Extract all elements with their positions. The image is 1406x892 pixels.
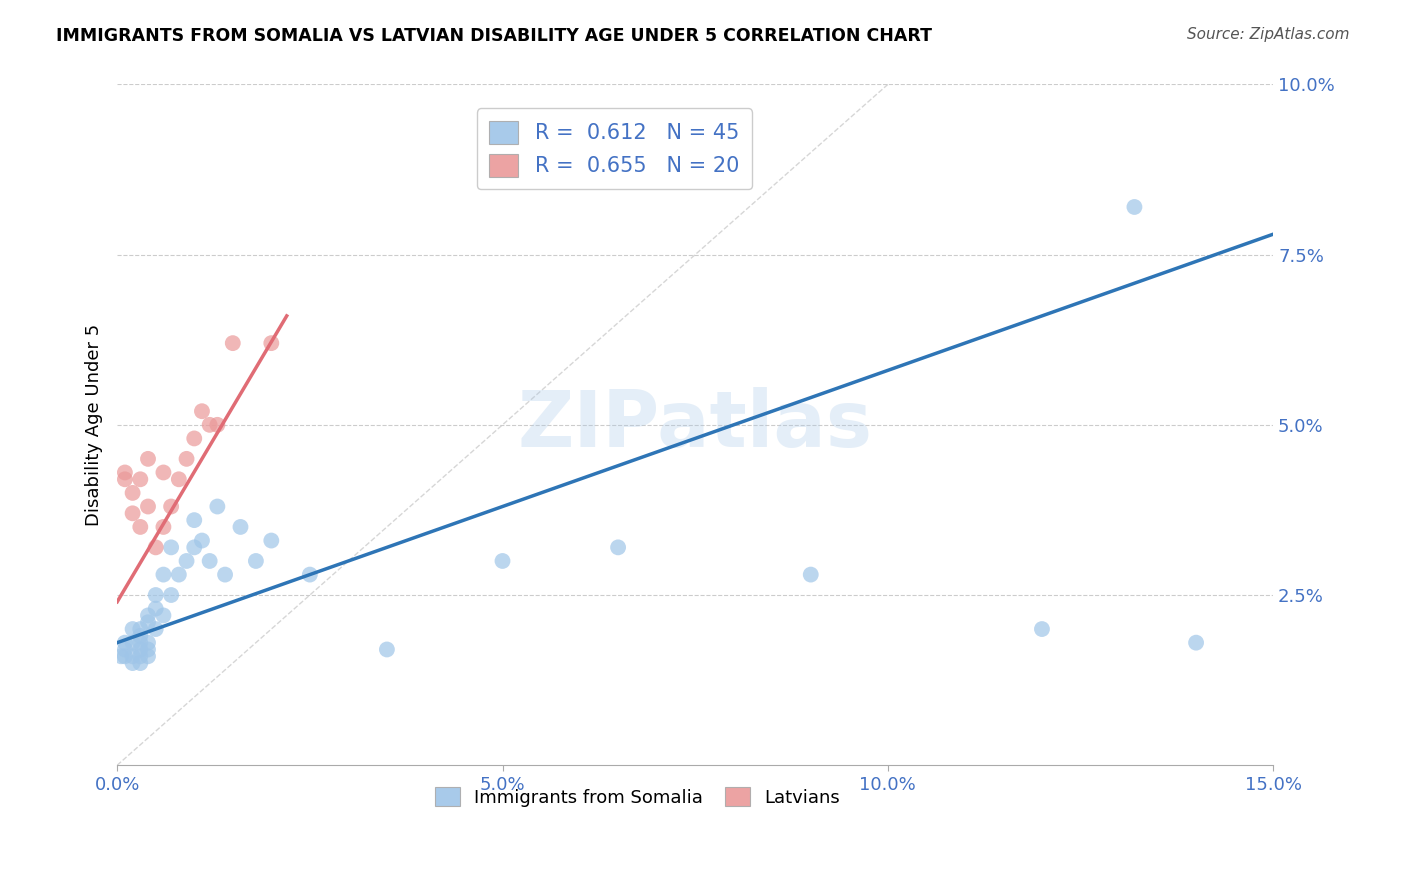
Point — [136, 649, 159, 664]
Point — [375, 642, 398, 657]
Point — [160, 500, 183, 514]
Point — [160, 541, 183, 555]
Point — [129, 656, 152, 670]
Point — [145, 601, 167, 615]
Point — [167, 472, 190, 486]
Point — [183, 432, 205, 446]
Point — [607, 541, 630, 555]
Point — [136, 500, 159, 514]
Point — [136, 615, 159, 630]
Point — [129, 642, 152, 657]
Point — [207, 417, 229, 432]
Point — [110, 649, 132, 664]
Point — [114, 466, 136, 480]
Point — [260, 533, 283, 548]
Point — [129, 472, 152, 486]
Point — [1185, 635, 1208, 649]
Point — [198, 417, 221, 432]
Legend: Immigrants from Somalia, Latvians: Immigrants from Somalia, Latvians — [427, 780, 848, 814]
Point — [152, 520, 174, 534]
Point — [136, 451, 159, 466]
Point — [121, 656, 143, 670]
Point — [129, 635, 152, 649]
Point — [207, 500, 229, 514]
Point — [136, 642, 159, 657]
Point — [152, 466, 174, 480]
Point — [114, 635, 136, 649]
Point — [129, 649, 152, 664]
Point — [152, 567, 174, 582]
Point — [1123, 200, 1146, 214]
Point — [152, 608, 174, 623]
Point — [167, 567, 190, 582]
Point — [176, 554, 198, 568]
Point — [191, 404, 214, 418]
Point — [176, 451, 198, 466]
Point — [160, 588, 183, 602]
Point — [229, 520, 252, 534]
Point — [145, 622, 167, 636]
Point — [800, 567, 823, 582]
Point — [121, 649, 143, 664]
Point — [198, 554, 221, 568]
Point — [214, 567, 236, 582]
Point — [114, 472, 136, 486]
Point — [129, 520, 152, 534]
Point — [136, 608, 159, 623]
Point — [121, 635, 143, 649]
Point — [136, 635, 159, 649]
Point — [491, 554, 513, 568]
Point — [1031, 622, 1053, 636]
Point — [191, 533, 214, 548]
Point — [129, 622, 152, 636]
Point — [260, 336, 283, 351]
Point — [121, 486, 143, 500]
Text: IMMIGRANTS FROM SOMALIA VS LATVIAN DISABILITY AGE UNDER 5 CORRELATION CHART: IMMIGRANTS FROM SOMALIA VS LATVIAN DISAB… — [56, 27, 932, 45]
Point — [114, 642, 136, 657]
Point — [129, 629, 152, 643]
Point — [183, 541, 205, 555]
Point — [222, 336, 245, 351]
Point — [298, 567, 321, 582]
Point — [114, 649, 136, 664]
Point — [245, 554, 267, 568]
Point — [145, 541, 167, 555]
Point — [145, 588, 167, 602]
Point — [121, 506, 143, 520]
Y-axis label: Disability Age Under 5: Disability Age Under 5 — [86, 324, 103, 526]
Text: ZIPatlas: ZIPatlas — [517, 387, 873, 463]
Point — [121, 622, 143, 636]
Text: Source: ZipAtlas.com: Source: ZipAtlas.com — [1187, 27, 1350, 42]
Point — [183, 513, 205, 527]
